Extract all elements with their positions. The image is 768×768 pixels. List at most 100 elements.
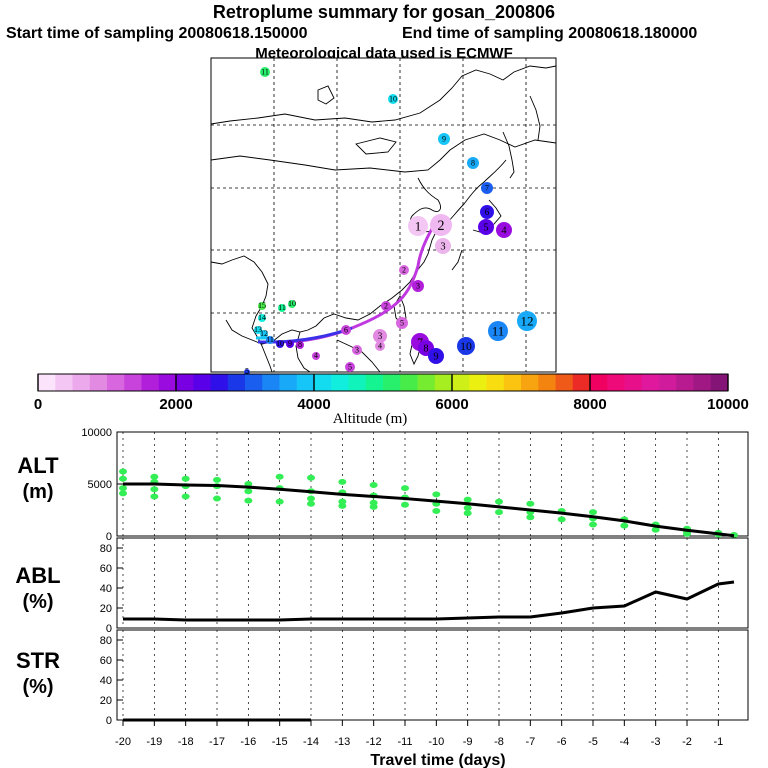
cluster-dot — [276, 340, 284, 348]
scatter-point — [150, 493, 159, 500]
cluster-marker: 9 — [438, 133, 450, 145]
cluster-dot — [278, 304, 286, 312]
colorbar-cell — [279, 374, 298, 391]
colorbar-cell — [331, 374, 349, 391]
y-tick-label: 40 — [100, 675, 112, 687]
colorbar-cell — [348, 374, 367, 391]
colorbar-cell — [107, 374, 125, 391]
panel-frame — [116, 537, 749, 629]
y-tick-label: 60 — [100, 563, 112, 575]
scatter-point — [369, 482, 378, 489]
cluster-dot — [435, 238, 451, 254]
x-tick-label: -15 — [272, 736, 288, 748]
colorbar-cell — [141, 374, 160, 391]
colorbar-cell — [538, 374, 556, 391]
cluster-number: 3 — [378, 331, 383, 341]
cluster-number: 3 — [440, 242, 445, 253]
scatter-point — [150, 473, 159, 480]
cluster-number: 8 — [423, 344, 428, 355]
colorbar-cell — [55, 374, 73, 391]
cluster-dot — [496, 222, 512, 238]
cluster-marker: 7 — [481, 182, 493, 194]
scatter-point — [589, 509, 597, 516]
colorbar-cell — [572, 374, 591, 391]
cluster-marker: 9 — [428, 348, 444, 364]
colorbar-cell — [710, 374, 729, 391]
cluster-number: 8 — [298, 340, 302, 349]
scatter-point — [463, 510, 472, 517]
y-tick-label: 0 — [106, 623, 112, 635]
colorbar-cell — [503, 374, 522, 391]
panel-frame — [116, 629, 749, 721]
cluster-marker: 11 — [260, 67, 270, 77]
x-tick-label: -18 — [178, 736, 194, 748]
scatter-point — [557, 516, 566, 523]
cluster-number: 5 — [348, 362, 352, 371]
cluster-number: 9 — [433, 352, 438, 363]
cluster-dot — [375, 341, 385, 351]
colorbar-tick-label: 8000 — [573, 396, 606, 413]
scatter-point — [338, 498, 347, 505]
cluster-dot — [286, 340, 294, 348]
x-tick-label: -7 — [525, 736, 535, 748]
cluster-marker: 2 — [430, 214, 452, 236]
x-tick-label: -2 — [682, 736, 692, 748]
x-tick-label: -11 — [397, 736, 412, 748]
y-tick-label: 10000 — [81, 427, 112, 439]
cluster-number: 2 — [402, 265, 406, 274]
cluster-dot — [296, 341, 304, 349]
cluster-marker: 6 — [341, 325, 351, 335]
y-axis-label: STR — [16, 648, 60, 673]
colorbar-cell — [590, 374, 608, 391]
colorbar-cell — [38, 374, 56, 391]
cluster-marker: 2 — [381, 301, 391, 311]
cluster-dot — [258, 314, 266, 322]
cluster-dot — [488, 321, 508, 341]
scatter-point — [119, 485, 127, 492]
cluster-dot — [258, 302, 266, 310]
cluster-dot — [480, 205, 494, 219]
scatter-point — [307, 500, 315, 507]
colorbar-cell — [124, 374, 142, 391]
y-tick-label: 20 — [100, 695, 112, 707]
cluster-dot — [352, 345, 362, 355]
colorbar-tick-label: 6000 — [435, 396, 468, 413]
scatter-point — [683, 530, 691, 537]
cluster-marker: 11 — [488, 321, 508, 341]
x-tick-label: -14 — [303, 736, 319, 748]
colorbar-cell — [659, 374, 677, 391]
colorbar-cell — [693, 374, 712, 391]
colorbar-ticks: 0 2000 4000 6000 8000 10000 — [34, 374, 749, 413]
scatter-point — [432, 508, 441, 515]
scatter-point — [307, 495, 315, 502]
cluster-dot — [260, 330, 268, 338]
cluster-marker: 2 — [399, 265, 409, 275]
cluster-number: 11 — [266, 335, 274, 344]
cluster-number: 4 — [501, 226, 507, 237]
cluster-dot — [254, 326, 262, 334]
cluster-marker: 3 — [435, 238, 451, 254]
scatter-point — [401, 485, 409, 492]
cluster-number: 15 — [258, 301, 266, 310]
cluster-dot — [481, 182, 493, 194]
cluster-number: 3 — [355, 345, 359, 354]
cluster-marker: 10 — [457, 337, 475, 355]
scatter-point — [119, 468, 127, 475]
scatter-point — [432, 491, 441, 498]
cluster-marker: 8 — [296, 340, 304, 349]
cluster-dot — [288, 300, 296, 308]
alt-panel: 0 5000 10000 ALT (m) — [17, 427, 749, 543]
colorbar-cell — [365, 374, 384, 391]
cluster-marker: 15 — [258, 301, 266, 310]
cluster-number: 10 — [389, 94, 397, 103]
cluster-marker: 6 — [480, 205, 494, 219]
x-axis-label: Travel time (days) — [370, 752, 505, 768]
colorbar-cell — [176, 374, 194, 391]
colorbar-tick-label: 4000 — [297, 396, 330, 413]
cluster-dot — [388, 94, 398, 104]
cluster-marker: 5 — [396, 317, 408, 329]
start-time-label: Start time of sampling 20080618.150000 — [6, 25, 308, 42]
cluster-dot — [457, 337, 475, 355]
